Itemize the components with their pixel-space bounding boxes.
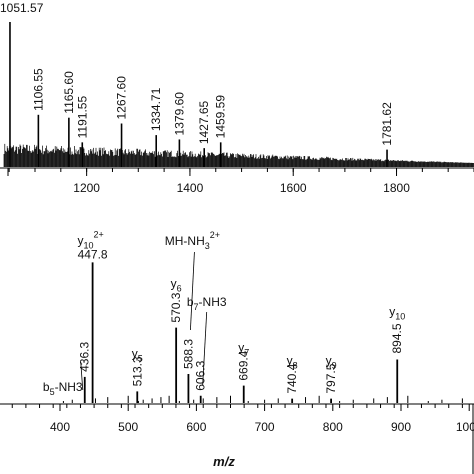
x-tick-label: 900 [391, 420, 411, 434]
x-tick-label: 400 [50, 420, 70, 434]
x-tick-label: 600 [186, 420, 206, 434]
ion-annotation: y5 [132, 346, 143, 363]
peak-label: 1191.55 [75, 96, 89, 139]
peak-label: 436.3 [78, 342, 92, 372]
top-spectrum-noise [3, 143, 474, 167]
peak-label: 1106.55 [31, 68, 45, 111]
bottom-spectrum-peaks [62, 262, 463, 403]
ion-annotation: y7 [238, 341, 249, 358]
noise-band [3, 143, 474, 167]
ion-annotation: y6 [171, 277, 182, 294]
top-spectrum-peaks [9, 22, 388, 167]
x-tick-label: 1400 [177, 181, 204, 195]
annotation-connector [202, 311, 208, 386]
peak-label: 606.3 [194, 360, 208, 390]
peak-label: 1427.65 [197, 100, 211, 144]
annotation-connector [80, 361, 84, 391]
peak-label: 1051.57 [0, 1, 44, 15]
peak-label: 447.8 [78, 247, 108, 261]
x-tick-label: 700 [255, 420, 275, 434]
ion-annotation: y8 [287, 354, 298, 371]
x-tick-label: 1800 [383, 181, 410, 195]
ion-annotation: y9 [326, 354, 337, 371]
peak-label: 1334.71 [149, 87, 163, 131]
peak-label: 1781.62 [380, 102, 394, 146]
peak-label: 588.3 [181, 339, 195, 369]
peak-label: 740.4 [285, 363, 299, 393]
peak-label: 669.4 [237, 350, 251, 380]
top-x-axis-ticks: 1200 1400 1600 1800 [7, 168, 474, 195]
peak-label: 1165.60 [62, 71, 76, 114]
ion-annotation: y10 [389, 305, 405, 322]
peak-label: 1267.60 [115, 76, 129, 120]
ion-annotation: b7-NH3 [187, 295, 227, 312]
x-tick-label: 1200 [73, 181, 100, 195]
peak-label: 513.3 [130, 356, 144, 386]
annotation-connector [190, 251, 195, 331]
peak-label: 1379.60 [172, 92, 186, 136]
bottom-x-axis-ticks: 400 500 600 700 800 900 1000 [11, 404, 474, 434]
x-tick-label: 1600 [280, 181, 307, 195]
x-tick-label: 500 [118, 420, 138, 434]
ion-annotation: MH-NH32+ [165, 230, 220, 251]
peak-label: 1459.59 [214, 95, 228, 139]
peak-label: 894.5 [390, 323, 404, 353]
x-tick-label: 1000 [456, 420, 474, 434]
peak-label: 570.3 [169, 292, 183, 322]
bottom-spectrum-ion-annotations: b5-NH3 y102+ y5 y6 MH-NH32+ b7-NH3 y7 y8 y9 y10 [43, 229, 405, 397]
bottom-x-axis-label: m/z [213, 454, 235, 469]
ion-annotation: y102+ [77, 229, 103, 250]
x-tick-label: 800 [323, 420, 343, 434]
ion-annotation: b5-NH3 [43, 380, 83, 397]
peak-label: 797.5 [324, 363, 338, 393]
